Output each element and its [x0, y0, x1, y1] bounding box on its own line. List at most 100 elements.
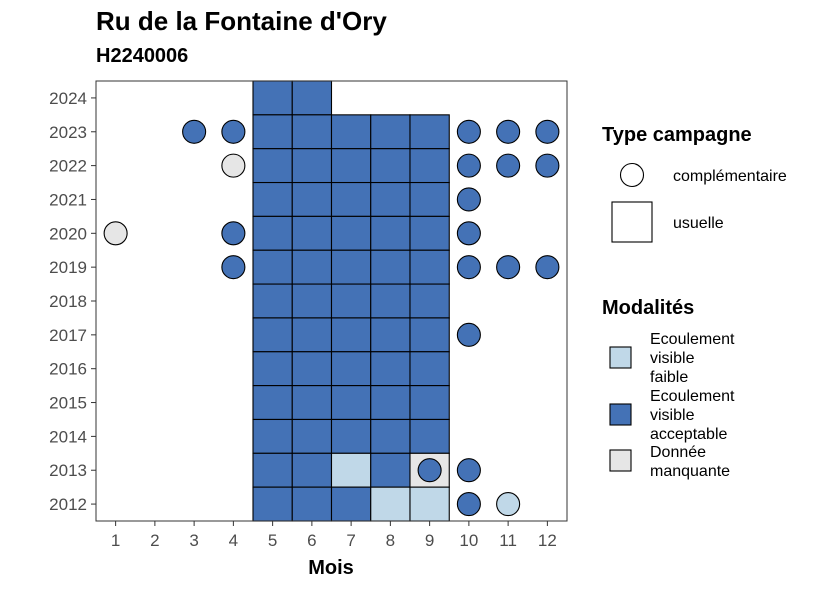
data-square-2021-5	[252, 181, 293, 217]
data-square-2017-8	[370, 317, 411, 353]
y-tick-label-2021: 2021	[49, 190, 87, 209]
data-square-2013-5	[252, 452, 293, 488]
data-circle-2023-4	[221, 119, 246, 144]
data-circle-2023-3	[182, 119, 207, 144]
data-square-2019-6	[291, 249, 333, 285]
data-square-2023-7	[330, 114, 372, 150]
x-tick-label-7: 7	[346, 531, 355, 550]
data-square-2012-6	[291, 486, 333, 522]
data-square-2016-5	[252, 351, 293, 387]
data-square-2015-9	[409, 385, 450, 421]
x-axis-title: Mois	[308, 557, 354, 579]
data-square-2015-6	[291, 385, 333, 421]
legend-label-line: acceptable	[650, 426, 727, 443]
y-tick-label-2015: 2015	[49, 394, 87, 413]
legend-key-manquante	[609, 449, 632, 472]
data-square-2020-7	[330, 215, 372, 251]
data-square-2019-5	[252, 249, 293, 285]
legend-label-manquante: Donnée manquante	[650, 444, 730, 480]
legend-circle-key	[619, 162, 645, 188]
legend-label-line: Ecoulement	[650, 331, 735, 348]
y-tick-label-2022: 2022	[49, 157, 87, 176]
data-square-2014-7	[330, 418, 372, 454]
data-square-2022-8	[370, 148, 411, 184]
data-square-2018-8	[370, 283, 411, 319]
y-tick-label-2024: 2024	[49, 89, 87, 108]
data-circle-2019-11	[496, 255, 521, 280]
data-square-2022-7	[330, 148, 372, 184]
data-square-2012-7	[330, 486, 372, 522]
data-square-2016-8	[370, 351, 411, 387]
data-square-2021-6	[291, 181, 333, 217]
legend-shape-title: Type campagne	[602, 124, 752, 146]
legend-label-line: visible	[650, 350, 695, 367]
data-square-2013-6	[291, 452, 333, 488]
data-square-2014-8	[370, 418, 411, 454]
data-circle-2017-10	[456, 322, 481, 347]
data-square-2023-5	[252, 114, 293, 150]
data-square-2019-9	[409, 249, 450, 285]
data-square-2019-7	[330, 249, 372, 285]
data-square-2016-7	[330, 351, 372, 387]
y-axis: 2012 2013 2014 2015 2016 2017 2018 2019 2020 2021…	[49, 89, 96, 514]
legend-label-usuelle: usuelle	[673, 215, 724, 232]
data-circle-2020-4	[221, 221, 246, 246]
x-tick-label-2: 2	[150, 531, 159, 550]
data-square-2021-9	[409, 181, 450, 217]
y-tick-label-2013: 2013	[49, 461, 87, 480]
x-tick-label-10: 10	[459, 531, 478, 550]
data-square-2022-5	[252, 148, 293, 184]
data-circle-2012-11	[496, 492, 521, 517]
data-square-2017-6	[291, 317, 333, 353]
data-square-2024-5	[252, 80, 293, 116]
data-square-2015-7	[330, 385, 372, 421]
data-circle-2013-9	[417, 458, 442, 483]
data-square-2018-7	[330, 283, 372, 319]
x-tick-label-8: 8	[386, 531, 395, 550]
data-square-2021-8	[370, 181, 411, 217]
data-square-2019-8	[370, 249, 411, 285]
x-axis: 1 2 3 4 5 6 7 8 9 10 11 12	[111, 521, 557, 550]
x-tick-label-4: 4	[229, 531, 238, 550]
y-tick-label-2019: 2019	[49, 258, 87, 277]
data-square-2012-8	[370, 486, 411, 522]
legend-key-faible	[609, 346, 632, 369]
y-tick-label-2017: 2017	[49, 326, 87, 345]
data-square-2020-6	[291, 215, 333, 251]
data-circle-2019-12	[535, 255, 560, 280]
x-tick-label-9: 9	[425, 531, 434, 550]
data-circle-2021-10	[456, 187, 481, 212]
x-tick-label-11: 11	[499, 531, 517, 550]
data-square-2014-5	[252, 418, 293, 454]
data-square-2023-8	[370, 114, 411, 150]
y-tick-label-2018: 2018	[49, 292, 87, 311]
legend-key-acceptable	[609, 403, 632, 426]
legend-label-line: faible	[650, 369, 688, 386]
data-circle-2013-10	[456, 458, 481, 483]
data-circle-2022-11	[496, 153, 521, 178]
data-circle-2019-4	[221, 255, 246, 280]
data-square-2016-9	[409, 351, 450, 387]
data-square-2016-6	[291, 351, 333, 387]
plot-panel	[95, 80, 568, 522]
data-square-2023-6	[291, 114, 333, 150]
y-tick-label-2012: 2012	[49, 495, 87, 514]
data-circle-2012-10	[456, 492, 481, 517]
data-square-2013-7	[330, 452, 372, 488]
x-tick-label-1: 1	[111, 531, 120, 550]
legend-label-line: Ecoulement	[650, 388, 735, 405]
data-square-2022-9	[409, 148, 450, 184]
chart-title: Ru de la Fontaine d'Ory	[96, 6, 387, 36]
data-square-2012-9	[409, 486, 450, 522]
data-square-2018-9	[409, 283, 450, 319]
y-tick-label-2016: 2016	[49, 360, 87, 379]
x-tick-label-6: 6	[307, 531, 316, 550]
data-square-2015-8	[370, 385, 411, 421]
x-tick-label-12: 12	[538, 531, 557, 550]
data-circle-2022-4	[221, 153, 246, 178]
legend-square-key	[611, 201, 653, 243]
data-circle-2023-11	[496, 119, 521, 144]
data-square-2012-5	[252, 486, 293, 522]
data-circle-2023-12	[535, 119, 560, 144]
data-square-2014-6	[291, 418, 333, 454]
